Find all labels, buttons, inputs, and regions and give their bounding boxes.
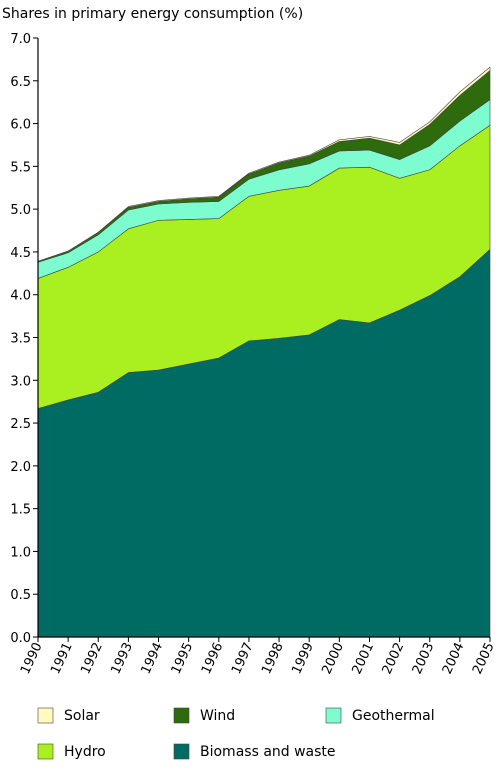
x-tick-label: 1996 [199, 640, 227, 676]
legend-item-geothermal: Geothermal [325, 707, 435, 724]
y-tick-label: 6.0 [10, 118, 31, 133]
y-tick-label: 3.5 [10, 332, 31, 347]
y-axis-title: Shares in primary energy consumption (%) [2, 6, 303, 22]
x-tick-label: 2001 [350, 640, 378, 676]
area-solar [37, 66, 491, 262]
legend-swatch [37, 707, 54, 724]
y-tick-label: 4.0 [10, 289, 31, 304]
legend-swatch [325, 707, 342, 724]
legend: Solar Wind Geothermal Hydro Biomass and wast… [37, 707, 435, 760]
y-tick-label: 1.5 [10, 503, 31, 518]
x-tick-label: 1997 [229, 640, 257, 676]
legend-label: Solar [64, 708, 100, 724]
legend-item-biomass-and-waste: Biomass and waste [173, 743, 336, 760]
x-tick-label: 1992 [78, 640, 106, 676]
legend-item-hydro: Hydro [37, 743, 106, 760]
y-tick-label: 7.0 [10, 32, 31, 47]
y-tick-label: 5.5 [10, 160, 31, 175]
y-tick-label: 4.5 [10, 246, 31, 261]
legend-label: Hydro [64, 744, 106, 760]
x-tick-label: 2005 [470, 640, 498, 676]
legend-item-solar: Solar [37, 707, 100, 724]
legend-swatch [37, 743, 54, 760]
x-tick-label: 1995 [169, 640, 197, 676]
y-tick-label: 0.0 [10, 631, 31, 646]
y-tick-label: 1.0 [10, 545, 31, 560]
y-tick-label: 2.0 [10, 460, 31, 475]
legend-label: Biomass and waste [200, 744, 336, 760]
x-tick-label: 1994 [139, 640, 167, 676]
x-tick-label: 1991 [48, 640, 76, 676]
x-tick-label: 2003 [410, 640, 438, 676]
x-tick-label: 1998 [259, 640, 287, 676]
legend-label: Geothermal [352, 708, 435, 724]
y-tick-label: 0.5 [10, 588, 31, 603]
x-tick-label: 2002 [380, 640, 408, 676]
y-tick-label: 2.5 [10, 417, 31, 432]
legend-label: Wind [200, 708, 235, 724]
legend-item-wind: Wind [173, 707, 235, 724]
x-tick-label: 2000 [319, 640, 347, 676]
x-tick-label: 1993 [108, 640, 136, 676]
x-tick-label: 2004 [440, 640, 468, 676]
y-tick-label: 5.0 [10, 203, 31, 218]
x-tick-label: 1999 [289, 640, 317, 676]
legend-swatch [173, 743, 190, 760]
area-layers [37, 66, 491, 638]
y-tick-label: 3.0 [10, 374, 31, 389]
legend-swatch [173, 707, 190, 724]
y-tick-label: 6.5 [10, 75, 31, 90]
